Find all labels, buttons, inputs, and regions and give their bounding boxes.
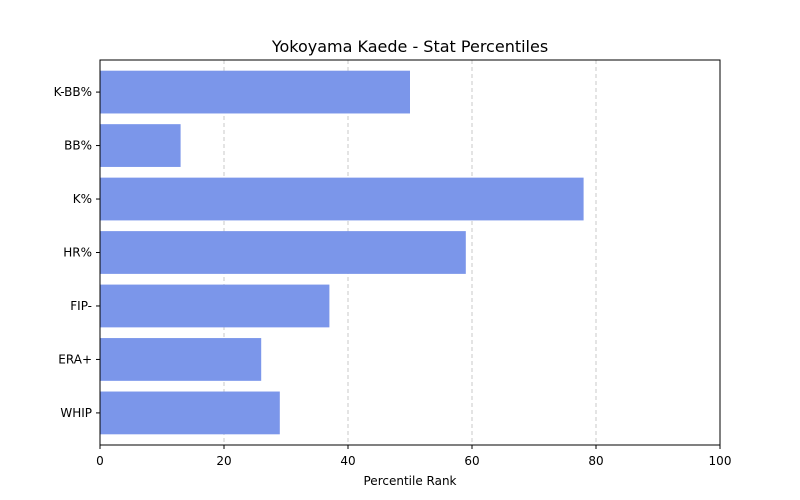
bar-era-	[100, 338, 262, 381]
bar-k-	[100, 177, 584, 221]
bar-fip-	[100, 284, 330, 328]
chart-title: Yokoyama Kaede - Stat Percentiles	[271, 37, 548, 56]
y-tick-label: FIP-	[70, 299, 92, 313]
y-tick-label: WHIP	[60, 406, 92, 420]
bar-hr-	[100, 231, 466, 274]
y-tick-label: BB%	[64, 139, 92, 153]
y-tick-label: HR%	[63, 246, 92, 260]
x-axis-label: Percentile Rank	[364, 474, 457, 488]
bars	[100, 70, 584, 435]
x-tick-label: 60	[464, 454, 479, 468]
y-axis-ticks: K-BB% BB% K% HR% FIP- ERA+ WHIP	[54, 85, 100, 420]
x-tick-label: 20	[216, 454, 231, 468]
x-tick-label: 40	[340, 454, 355, 468]
y-tick-label: K-BB%	[54, 85, 92, 99]
x-tick-label: 100	[709, 454, 732, 468]
x-tick-label: 80	[588, 454, 603, 468]
y-tick-label: ERA+	[58, 352, 92, 366]
bar-k-bb-	[100, 70, 410, 114]
y-tick-label: K%	[73, 192, 92, 206]
x-tick-label: 0	[96, 454, 104, 468]
bar-whip	[100, 391, 280, 435]
x-axis-ticks: 0 20 40 60 80 100	[96, 445, 731, 468]
bar-bb-	[100, 124, 181, 167]
